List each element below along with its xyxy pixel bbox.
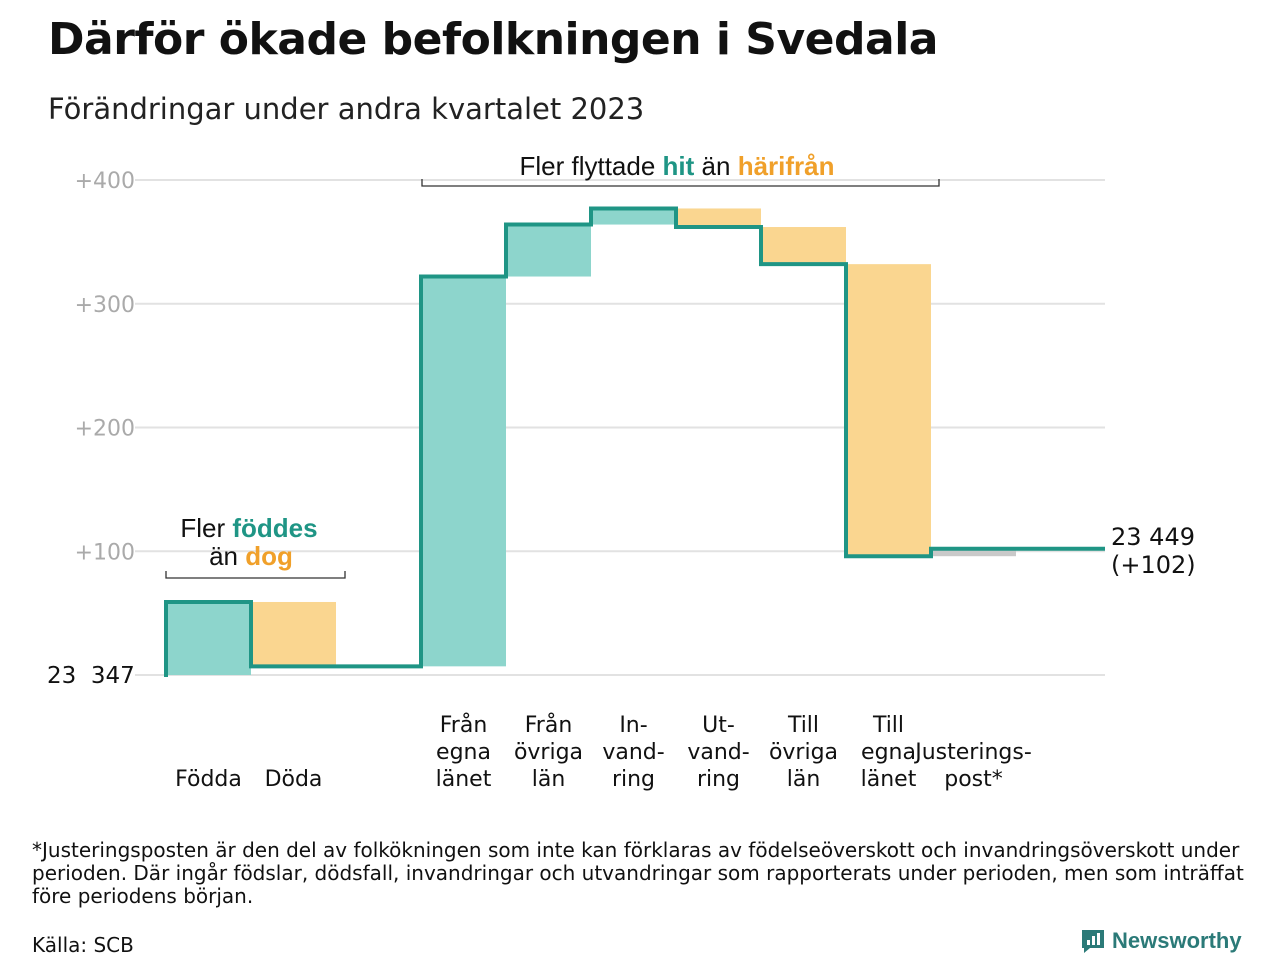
bar-utvandring [676, 208, 761, 228]
x-label-till_ovriga: övriga [769, 740, 838, 765]
end-value-label: 23 449 (+102) [1111, 523, 1196, 579]
waterfall-chart: +400+300+200+100 Födda DödaFrånegnalänetF… [47, 151, 1196, 792]
x-label-justering: post* [944, 767, 1003, 792]
bar-doda [251, 601, 336, 667]
x-label-fran_ovriga: Från [525, 712, 573, 738]
x-label-fran_ovriga: övriga [514, 740, 583, 765]
end-value-total: 23 449 [1111, 523, 1195, 551]
x-label-till_egna: Till [872, 713, 904, 738]
births-line1-prefix: Fler [180, 513, 232, 543]
x-label-till_egna: länet [861, 767, 917, 792]
svg-text:Fler föddes: Fler föddes [180, 513, 317, 543]
x-label-utvandring: Ut- [702, 713, 735, 738]
bar-till_ovriga [761, 227, 846, 265]
x-label-till_ovriga: Till [787, 713, 819, 738]
bar-till_egna [846, 264, 931, 557]
bar-fran_egna [421, 276, 506, 667]
x-label-fran_egna: egna [436, 740, 491, 765]
y-tick-label: +400 [75, 169, 135, 194]
brand-name: Newsworthy [1112, 928, 1242, 953]
cumulative-step-line [164, 206, 1105, 677]
footnote: *Justeringsposten är den del av folkökni… [32, 838, 1244, 908]
moves-annotation: Fler flyttade hit än härifrån [421, 151, 940, 187]
bar-invandring [591, 208, 676, 225]
start-value-label: 23 347 [47, 663, 135, 689]
births-line1-word: föddes [232, 513, 317, 543]
births-line2-prefix: än [209, 541, 245, 571]
births-bracket [165, 571, 346, 579]
bars-group [166, 208, 1016, 675]
x-label-fran_egna: länet [436, 767, 492, 792]
chart-subtitle: Förändringar under andra kvartalet 2023 [48, 92, 645, 126]
x-label-invandring: ring [612, 767, 655, 792]
x-label-fran_ovriga: län [532, 767, 566, 792]
births-annotation: Fler föddes än dog [165, 513, 346, 579]
newsworthy-logo-icon [1082, 930, 1104, 953]
x-label-doda: Döda [265, 767, 323, 792]
x-label-fran_egna: Från [440, 712, 488, 738]
moves-word-hit: hit [663, 151, 695, 181]
y-tick-label: +200 [75, 417, 135, 442]
moves-middle: än [694, 151, 737, 181]
births-line2-word: dog [245, 541, 293, 571]
x-label-justering: Justerings- [913, 740, 1032, 765]
chart-title: Därför ökade befolkningen i Svedala [48, 14, 938, 65]
x-label-fodda: Födda [175, 767, 242, 792]
source-label: Källa: SCB [32, 933, 134, 957]
moves-prefix: Fler flyttade [519, 151, 662, 181]
x-label-till_ovriga: län [787, 767, 821, 792]
bar-fran_ovriga [506, 224, 591, 277]
x-axis-labels: Födda DödaFrånegnalänetFrånövrigalänIn-va… [175, 712, 1032, 792]
moves-bracket [421, 179, 940, 187]
bar-justering [931, 548, 1016, 557]
y-tick-label: +100 [75, 540, 135, 565]
brand-logo: Newsworthy [1080, 928, 1242, 954]
bar-fodda [166, 601, 251, 675]
svg-text:Fler flyttade hit än härifrån: Fler flyttade hit än härifrån [519, 151, 834, 181]
moves-word-harifran: härifrån [738, 151, 835, 181]
y-tick-label: +300 [75, 293, 135, 318]
x-label-invandring: vand- [602, 740, 664, 765]
grid-lines: +400 +300 +200 +100 [75, 169, 1105, 676]
x-label-utvandring: vand- [687, 740, 749, 765]
end-value-change: (+102) [1111, 551, 1196, 579]
x-label-till_egna: egna [861, 740, 916, 765]
x-label-invandring: In- [619, 713, 647, 738]
svg-text:än dog: än dog [209, 541, 293, 571]
x-label-utvandring: ring [697, 767, 740, 792]
